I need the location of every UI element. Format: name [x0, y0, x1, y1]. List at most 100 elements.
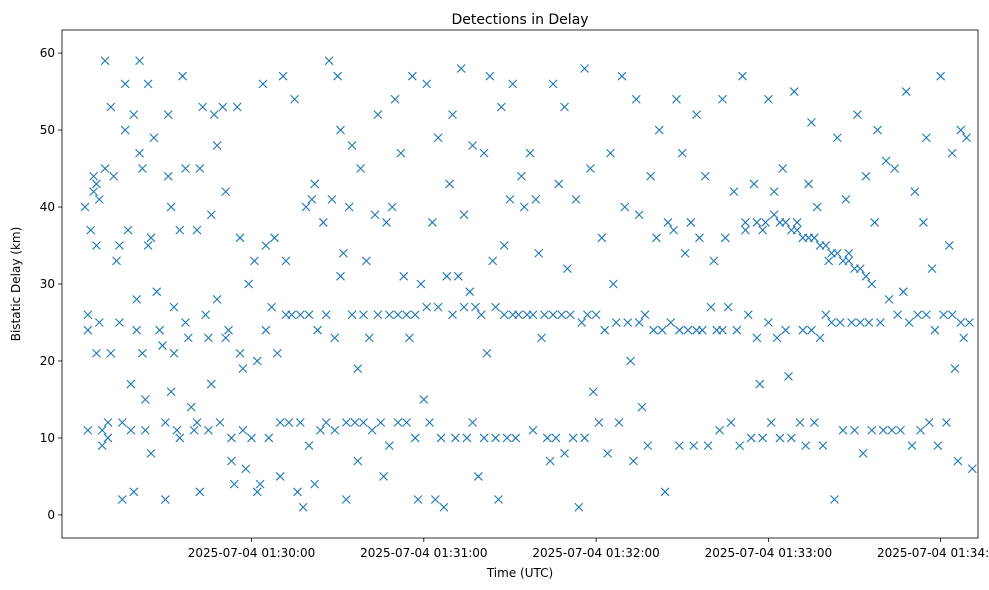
detection-point — [255, 479, 265, 489]
detection-point — [861, 171, 871, 181]
detection-point — [560, 102, 569, 112]
detection-point — [341, 495, 351, 504]
detection-point — [341, 418, 351, 427]
detection-point — [410, 433, 420, 443]
detection-point — [422, 302, 432, 312]
detection-point — [330, 425, 340, 435]
detection-point — [393, 418, 403, 427]
detection-point — [962, 133, 971, 143]
detection-point — [252, 487, 262, 497]
detection-point — [160, 418, 170, 427]
y-tick-label: 50 — [40, 123, 55, 137]
detection-point — [939, 310, 948, 320]
detection-point — [867, 425, 877, 435]
detection-point — [379, 472, 388, 481]
detection-point — [689, 441, 699, 451]
detection-point — [919, 218, 928, 227]
detection-point — [792, 218, 802, 227]
detection-point — [387, 202, 397, 212]
detection-point — [815, 333, 825, 343]
detection-point — [189, 425, 199, 435]
detection-point — [468, 141, 478, 150]
detection-point — [720, 233, 730, 243]
detection-point — [183, 333, 193, 343]
detection-point — [921, 133, 931, 143]
detection-point — [336, 271, 345, 281]
detection-point — [574, 502, 584, 512]
detection-point — [729, 187, 739, 197]
detection-point — [138, 164, 147, 173]
detection-point — [557, 310, 567, 320]
detection-point — [706, 302, 716, 312]
detection-point — [442, 271, 452, 281]
detection-point — [221, 333, 231, 343]
detection-point — [396, 148, 406, 158]
detection-point — [545, 456, 555, 466]
detection-point — [416, 279, 426, 289]
detection-point — [313, 325, 322, 335]
detection-point — [554, 179, 564, 189]
y-tick-label: 60 — [40, 46, 55, 60]
detection-point — [232, 102, 242, 112]
detection-point — [106, 348, 116, 358]
detection-point — [384, 441, 394, 451]
detection-point — [123, 225, 133, 235]
detection-point — [407, 71, 417, 81]
detection-point — [364, 333, 374, 343]
detection-point — [321, 310, 331, 320]
detection-point — [763, 318, 773, 327]
detection-point — [875, 318, 885, 327]
detection-point — [166, 387, 176, 397]
detection-point — [956, 125, 966, 135]
detection-point — [456, 64, 466, 73]
detection-point — [864, 318, 874, 327]
detection-point — [850, 425, 859, 435]
detection-point — [428, 218, 437, 227]
detection-point — [473, 472, 483, 481]
detection-point — [772, 333, 782, 343]
detection-point — [86, 225, 96, 235]
detection-point — [798, 233, 808, 243]
detection-point — [115, 241, 124, 250]
y-tick-label: 0 — [47, 508, 55, 522]
detection-point — [94, 194, 104, 204]
detection-point — [697, 325, 707, 335]
detection-point — [250, 256, 259, 266]
detection-point — [445, 179, 455, 189]
detection-point — [115, 318, 124, 327]
detection-point — [967, 464, 977, 474]
detection-point — [175, 433, 185, 443]
detection-point — [126, 379, 136, 389]
detection-point — [318, 218, 328, 227]
detection-point — [433, 302, 443, 312]
detection-point — [838, 425, 848, 435]
detection-point — [718, 94, 727, 104]
detection-point — [410, 310, 420, 320]
detection-point — [430, 495, 440, 504]
detection-point — [528, 425, 538, 435]
detection-point — [861, 271, 871, 281]
detection-point — [901, 87, 911, 96]
detection-point — [361, 256, 371, 266]
detection-point — [284, 418, 294, 427]
detection-point — [548, 79, 558, 89]
detection-point — [382, 218, 391, 227]
detection-point — [92, 179, 101, 189]
detection-point — [172, 425, 182, 435]
detection-point — [855, 264, 865, 273]
detection-point — [295, 310, 305, 320]
detection-point — [924, 418, 934, 427]
detection-point — [218, 102, 228, 112]
detection-point — [310, 179, 320, 189]
detection-point — [540, 310, 549, 320]
detection-point — [373, 110, 383, 120]
detection-point — [186, 402, 196, 412]
detection-point — [301, 202, 311, 212]
detection-point — [781, 325, 790, 335]
detection-point — [195, 164, 205, 173]
detection-point — [333, 71, 343, 81]
detection-point — [758, 433, 768, 443]
detection-point — [795, 418, 805, 427]
detection-point — [950, 364, 960, 374]
detection-point — [109, 171, 119, 181]
